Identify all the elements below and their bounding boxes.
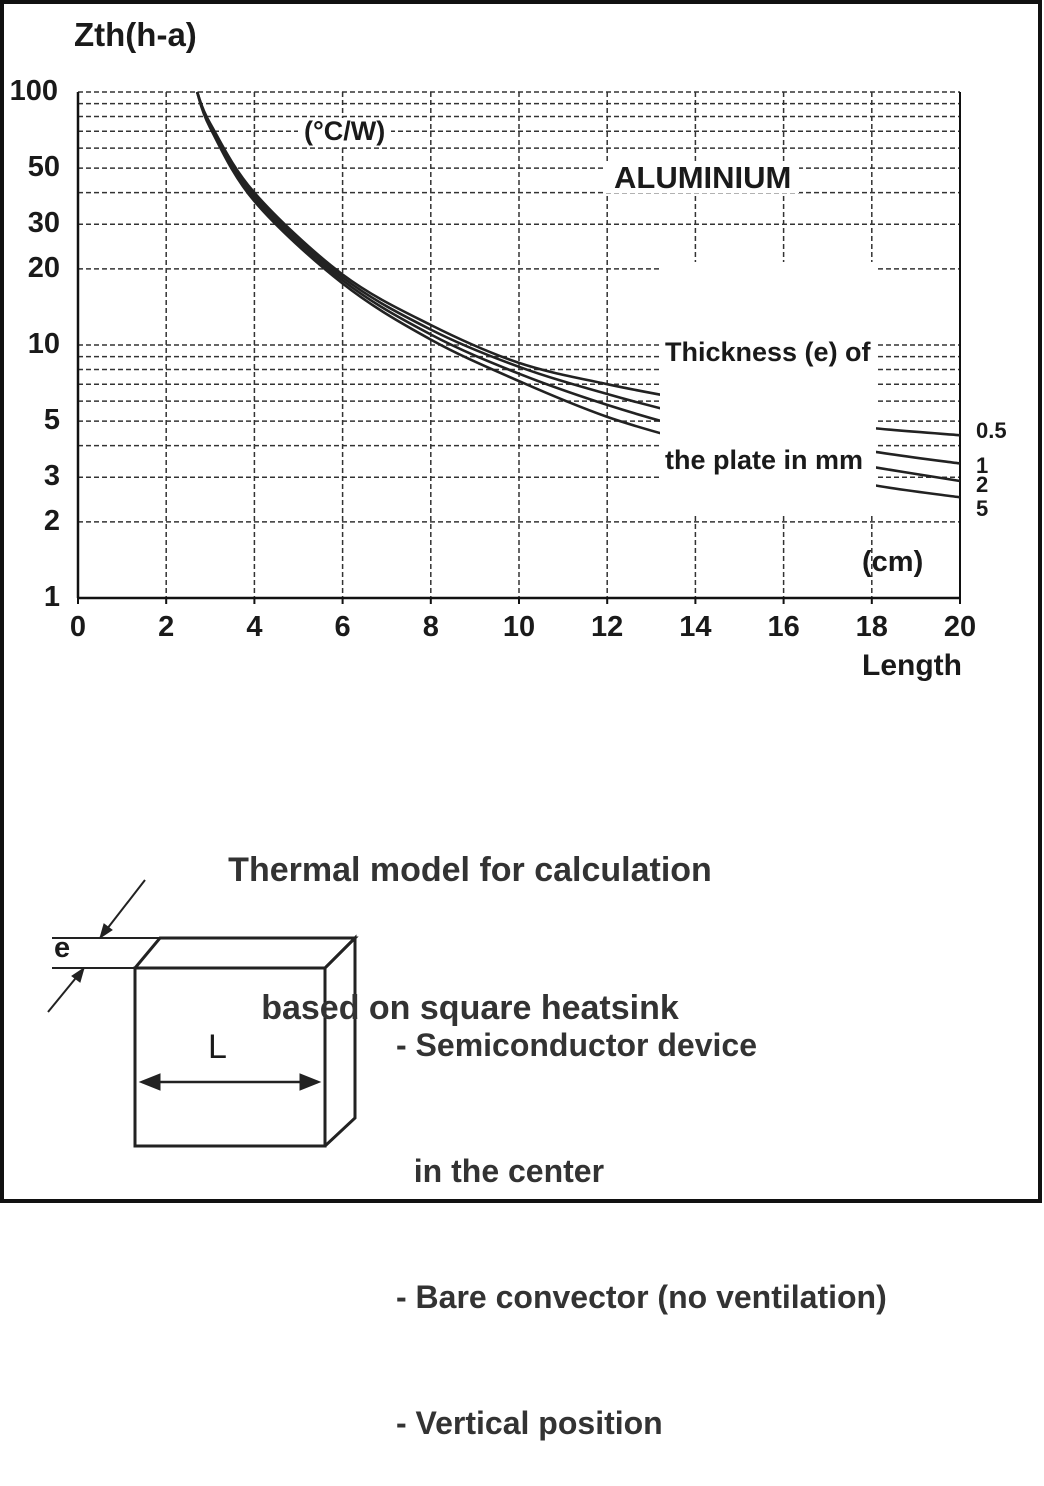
series-label: 2 <box>976 472 989 497</box>
x-tick-label: 8 <box>422 611 439 643</box>
legend-title-line-1: Thickness (e) of <box>665 337 871 367</box>
material-label: ALUMINIUM <box>606 162 800 193</box>
length-arrowhead-left <box>138 1073 161 1091</box>
x-tick-label: 2 <box>158 611 175 643</box>
caption: Thermal model for calculation based on s… <box>0 755 940 1077</box>
note-line: - Semiconductor device <box>396 1027 757 1063</box>
x-tick-label: 20 <box>943 611 977 643</box>
series-label: 5 <box>976 496 989 522</box>
y-tick-label: 2 <box>43 504 60 537</box>
heatsink-diagram <box>47 879 359 1148</box>
length-arrowhead-right <box>299 1073 322 1091</box>
chart-axes <box>76 92 961 604</box>
y-tick-label: 1 <box>43 581 60 613</box>
thickness-arrowhead-lower <box>71 966 85 983</box>
legend-title: Thickness (e) of the plate in mm <box>660 262 876 514</box>
legend-title-line-2: the plate in mm <box>665 445 864 475</box>
y-tick-label: 50 <box>27 151 60 184</box>
y-tick-label: 10 <box>27 328 60 360</box>
y-unit-label: (°C/W) <box>298 118 392 145</box>
x-tick-label: 10 <box>502 611 536 643</box>
x-unit-label: (cm) <box>862 546 924 578</box>
y-axis-label: Zth(h-a) <box>74 16 197 53</box>
heatsink-side-face <box>323 934 357 1148</box>
thickness-arrowhead-upper <box>99 923 113 940</box>
series-label: 0.5 <box>976 418 1007 444</box>
conditions-notes: - Semiconductor device in the center - B… <box>396 940 887 1486</box>
note-line: - Vertical position <box>396 1405 663 1441</box>
caption-line-1: Thermal model for calculation <box>228 851 712 889</box>
note-line: in the center <box>396 1153 605 1189</box>
x-tick-label: 16 <box>767 611 800 643</box>
x-axis-label: Length <box>862 649 962 682</box>
note-line: - Bare convector (no ventilation) <box>396 1279 887 1315</box>
caption-line-2: based on square heatsink <box>261 989 679 1027</box>
y-tick-label: 5 <box>43 404 60 437</box>
x-tick-label: 0 <box>69 611 87 643</box>
heatsink-front-face <box>133 966 327 1148</box>
thickness-dimension-label: e <box>54 932 71 964</box>
y-tick-label: 30 <box>27 207 60 240</box>
x-tick-label: 6 <box>334 611 351 643</box>
x-tick-label: 18 <box>855 611 888 643</box>
y-tick-label: 20 <box>27 251 60 284</box>
y-tick-label: 100 <box>9 75 58 107</box>
series-label: 1 <box>976 452 989 478</box>
y-tick-label: 3 <box>43 460 60 493</box>
x-tick-label: 4 <box>246 611 263 643</box>
x-tick-label: 14 <box>679 611 712 643</box>
length-dimension-label: L <box>208 1028 227 1066</box>
x-tick-label: 12 <box>591 611 624 643</box>
